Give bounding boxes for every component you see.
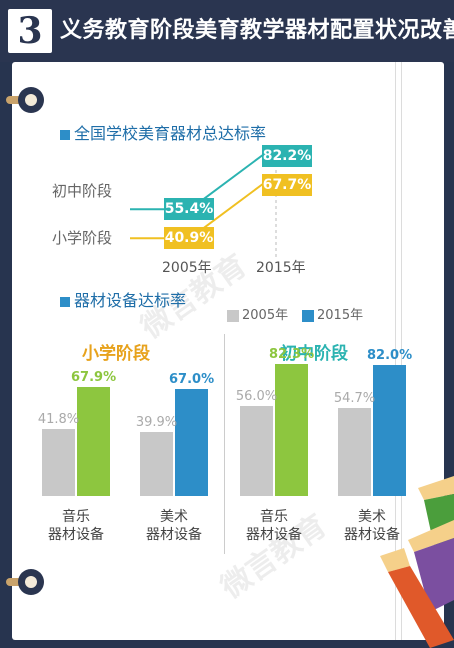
x-category-label: 器材设备 [344, 527, 400, 543]
bar-value-2005: 39.9% [135, 415, 178, 431]
panel-divider [224, 334, 225, 554]
section-number: 3 [8, 9, 52, 53]
x-category-label: 美术 [160, 509, 188, 525]
bar-value-2005: 41.8% [37, 412, 80, 428]
panel-title: 小学阶段 [82, 344, 150, 364]
x-category-label: 器材设备 [48, 527, 104, 543]
bar-2005 [338, 408, 371, 496]
panel-title: 初中阶段 [280, 344, 348, 364]
bar-2015 [77, 387, 110, 496]
data-label-primary-2015: 67.7% [262, 173, 312, 196]
x-category-label: 音乐 [260, 509, 288, 525]
bar-2005 [140, 432, 173, 496]
data-label-junior-2015: 82.2% [262, 144, 312, 167]
bar-value-2015: 82.3% [269, 347, 315, 363]
binder-ring [18, 569, 44, 595]
bar-value-2005: 56.0% [235, 389, 278, 405]
legend-label-2005: 2005年 [242, 308, 289, 323]
bar-value-2005: 54.7% [333, 391, 376, 407]
bar-value-2015: 67.0% [169, 371, 215, 387]
legend-swatch-2005 [227, 310, 239, 322]
x-tick-label: 2005年 [162, 260, 212, 276]
binder-ring [18, 87, 44, 113]
bar-2005 [240, 406, 273, 496]
page-title: 义务教育阶段美育教学器材配置状况改善 [60, 18, 454, 43]
data-label-junior-2005: 55.4% [164, 198, 214, 221]
legend-label-2015: 2015年 [317, 308, 364, 323]
bar-chart-title: 器材设备达标率 [74, 291, 187, 310]
paper-line [401, 62, 402, 640]
x-category-label: 美术 [358, 509, 386, 525]
bar-2015 [175, 388, 208, 496]
x-category-label: 音乐 [62, 509, 90, 525]
bar-2015 [275, 364, 308, 496]
x-category-label: 器材设备 [146, 527, 202, 543]
section-marker [60, 130, 70, 140]
bar-value-2015: 67.9% [71, 370, 117, 386]
series-label-primary: 小学阶段 [52, 229, 113, 247]
bar-2005 [42, 429, 75, 496]
data-label-primary-2005: 40.9% [164, 227, 214, 250]
line-chart-title: 全国学校美育器材总达标率 [74, 124, 267, 143]
header: 3 义务教育阶段美育教学器材配置状况改善 [0, 0, 454, 62]
legend-swatch-2015 [302, 310, 314, 322]
bar-value-2015: 82.0% [367, 347, 413, 363]
x-tick-label: 2015年 [256, 260, 306, 276]
section-marker [60, 297, 70, 307]
paper-sheet: 微言教育 微言教育 全国学校美育器材总达标率 初中阶段 55.4% 82.2% 小学阶… [12, 62, 444, 640]
paper-line [395, 62, 396, 640]
x-category-label: 器材设备 [246, 527, 302, 543]
series-label-junior: 初中阶段 [52, 182, 113, 200]
bar-2015 [373, 364, 406, 496]
